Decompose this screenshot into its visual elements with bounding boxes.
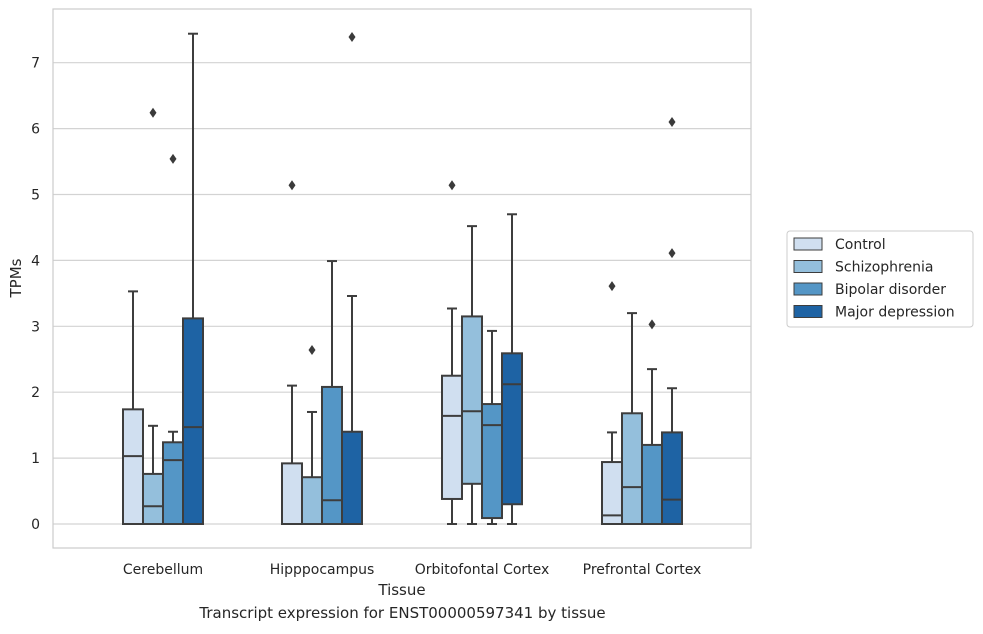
box-group — [481, 329, 503, 525]
outlier-point — [648, 319, 656, 330]
y-axis-ticks: 0 1 2 3 4 5 6 7 — [31, 56, 40, 533]
y-tick-label: 0 — [31, 517, 40, 533]
box — [182, 317, 204, 525]
y-tick-label: 3 — [31, 319, 40, 335]
box — [142, 472, 164, 525]
legend-frame — [786, 230, 974, 328]
legend-swatch — [793, 260, 823, 273]
x-tick-label: Cerebellum — [123, 562, 203, 578]
box-group — [122, 290, 144, 526]
legend-label: Control — [835, 237, 886, 253]
box-group — [441, 180, 463, 525]
box — [321, 385, 343, 526]
legend-swatch — [793, 237, 823, 251]
outlier-point — [668, 117, 676, 128]
x-tick-label: Hipppocampus — [270, 562, 375, 578]
box — [461, 315, 483, 485]
box-group — [341, 31, 363, 525]
x-tick-label: Prefrontal Cortex — [583, 562, 702, 578]
box — [301, 476, 323, 525]
outlier-point — [668, 248, 676, 259]
y-axis-label: TPMs — [7, 258, 25, 298]
box — [441, 374, 463, 500]
legend: Control Schizophrenia Bipolar disorder Majo… — [786, 230, 974, 328]
chart-caption: Transcript expression for ENST0000059734… — [199, 604, 606, 622]
box — [621, 412, 643, 525]
box-group — [601, 281, 623, 525]
y-tick-label: 7 — [31, 56, 40, 72]
box — [281, 462, 303, 526]
plot-frame — [52, 8, 752, 549]
outlier-point — [149, 107, 157, 118]
legend-swatch — [793, 305, 823, 318]
y-tick-label: 6 — [31, 122, 40, 138]
box-group — [281, 180, 303, 526]
y-tick-label: 1 — [31, 451, 40, 467]
x-axis-ticks: Cerebellum Hipppocampus Orbitofontal Corte… — [123, 562, 701, 578]
box — [661, 431, 683, 525]
box-group — [162, 153, 184, 525]
box — [162, 441, 184, 525]
legend-swatch — [793, 282, 823, 296]
y-tick-label: 5 — [31, 188, 40, 204]
box-group — [142, 107, 164, 525]
box — [122, 408, 144, 526]
box-group — [621, 312, 643, 525]
x-axis-label: Tissue — [377, 581, 425, 599]
boxes-layer — [122, 31, 683, 526]
y-tick-label: 4 — [31, 253, 40, 269]
legend-label: Schizophrenia — [835, 260, 933, 276]
box — [501, 352, 523, 506]
outlier-point — [288, 180, 296, 191]
box — [641, 443, 663, 526]
box — [341, 430, 363, 525]
box-group — [321, 260, 343, 526]
box — [481, 403, 503, 520]
outlier-point — [348, 31, 356, 42]
outlier-point — [608, 281, 616, 292]
legend-label: Major depression — [835, 305, 955, 321]
box-group — [301, 345, 323, 525]
box-group — [182, 32, 204, 525]
outlier-point — [448, 180, 456, 191]
box-group — [661, 117, 683, 525]
box-group — [641, 319, 663, 526]
box-group — [461, 225, 483, 525]
outlier-point — [169, 153, 177, 164]
box-group — [501, 213, 523, 525]
legend-label: Bipolar disorder — [835, 282, 946, 298]
outlier-point — [308, 345, 316, 356]
y-tick-label: 2 — [31, 385, 40, 401]
x-tick-label: Orbitofontal Cortex — [415, 562, 550, 578]
